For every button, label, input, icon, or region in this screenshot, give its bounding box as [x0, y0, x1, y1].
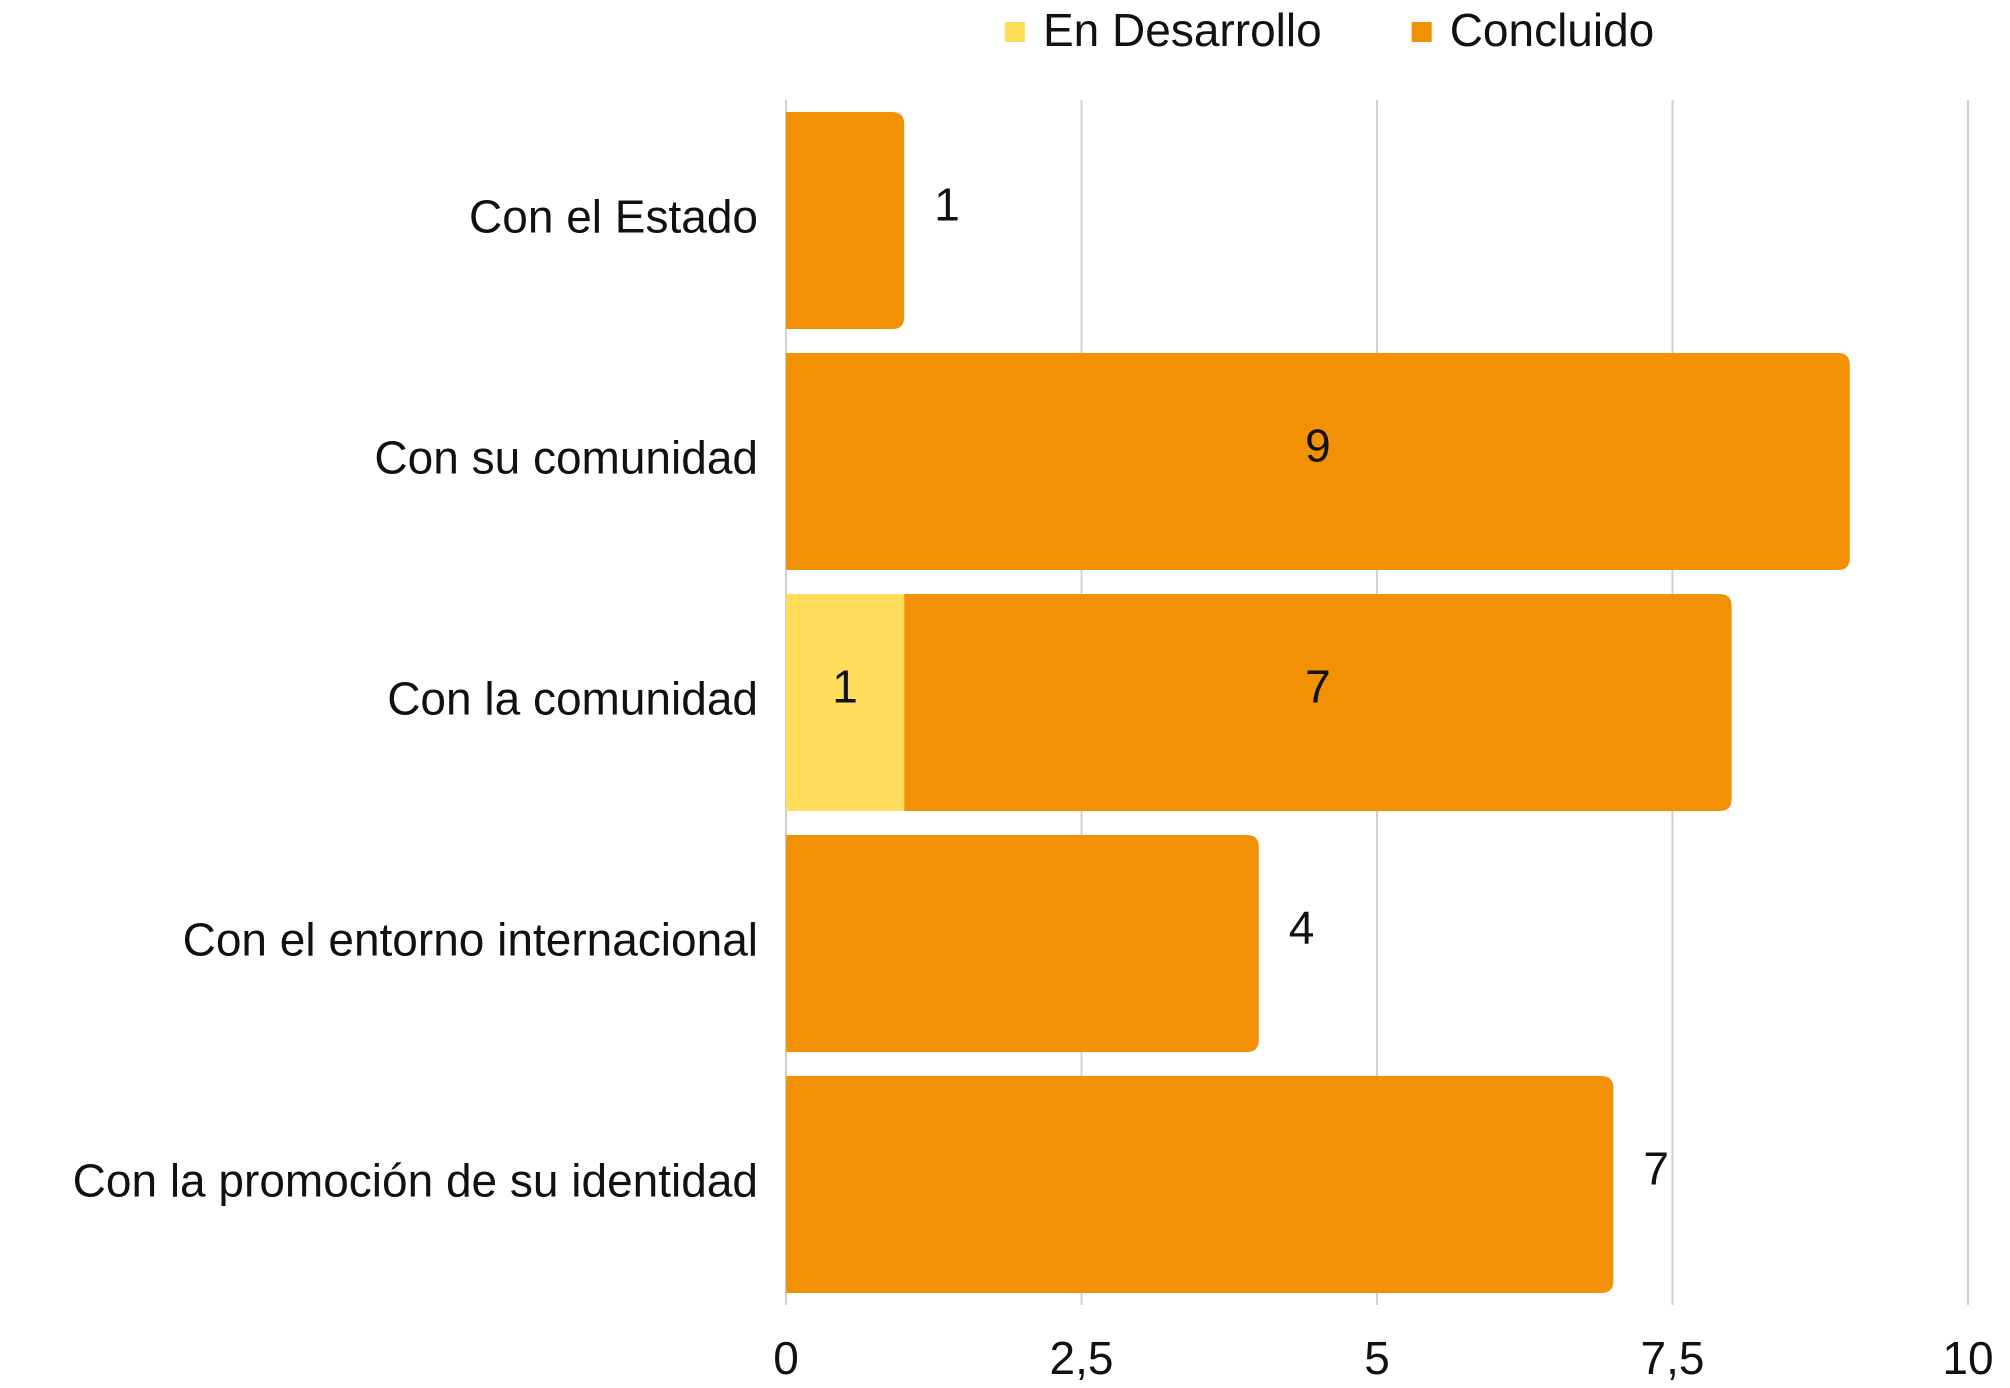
x-tick-label: 2,5 — [1050, 1332, 1114, 1384]
bar-segment — [786, 353, 1850, 570]
bar-segment — [786, 594, 905, 811]
legend-label: Concluido — [1450, 4, 1655, 56]
data-label: 9 — [1305, 420, 1331, 472]
y-tick-label: Con su comunidad — [374, 432, 758, 484]
x-tick-label: 7,5 — [1641, 1332, 1705, 1384]
bar-segment — [904, 594, 1732, 811]
legend-swatch — [1005, 22, 1025, 42]
legend-swatch — [1411, 22, 1432, 42]
legend-label: En Desarrollo — [1043, 4, 1322, 56]
bar-segment — [786, 1076, 1614, 1293]
data-label: 7 — [1305, 661, 1331, 713]
data-label: 7 — [1643, 1143, 1669, 1195]
x-tick-label: 5 — [1364, 1332, 1390, 1384]
y-tick-label: Con el Estado — [469, 191, 758, 243]
bar-segment — [786, 835, 1259, 1052]
data-label: 1 — [832, 661, 858, 713]
y-tick-label: Con el entorno internacional — [183, 914, 758, 966]
data-label: 1 — [934, 179, 960, 231]
x-tick-label: 0 — [773, 1332, 799, 1384]
data-label: 4 — [1289, 902, 1315, 954]
x-tick-label: 10 — [1942, 1332, 1993, 1384]
bar-segment — [786, 112, 905, 329]
y-tick-label: Con la comunidad — [387, 673, 758, 725]
y-tick-label: Con la promoción de su identidad — [73, 1155, 758, 1207]
